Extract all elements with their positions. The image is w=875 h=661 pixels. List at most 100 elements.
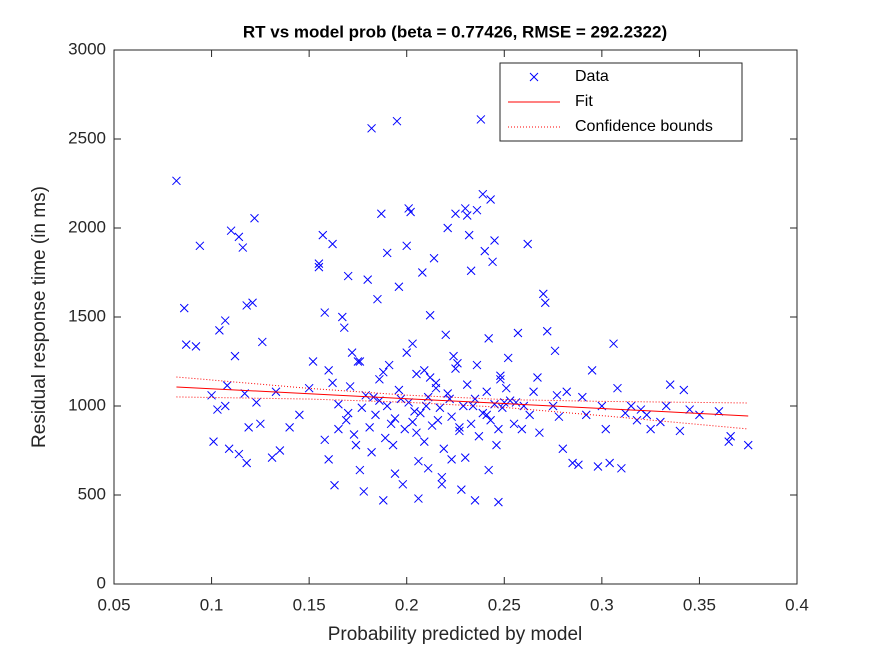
legend: Data Fit Confidence bounds	[499, 62, 743, 142]
data-point	[455, 423, 464, 432]
y-axis-label: Residual response time (in ms)	[29, 186, 50, 448]
data-point	[679, 385, 689, 395]
data-point	[517, 424, 527, 434]
data-point	[443, 223, 453, 233]
data-point	[320, 435, 330, 445]
data-point	[380, 433, 390, 443]
x-tick-label: 0.15	[293, 595, 326, 614]
data-point	[209, 437, 218, 446]
data-point	[665, 380, 675, 389]
data-point	[743, 440, 753, 450]
data-point	[242, 301, 252, 310]
data-point	[478, 189, 488, 199]
data-point	[482, 387, 492, 397]
data-point	[394, 385, 404, 395]
data-point	[339, 323, 349, 333]
data-point	[492, 440, 501, 450]
data-point	[538, 289, 548, 299]
data-point	[414, 494, 423, 503]
data-point	[343, 271, 353, 281]
data-point	[314, 259, 324, 268]
data-point	[496, 371, 505, 381]
data-point	[400, 424, 410, 434]
data-point	[519, 401, 529, 411]
data-point	[252, 398, 261, 407]
confidence-bound	[176, 396, 749, 430]
data-point	[472, 360, 482, 370]
x-tick-label: 0.35	[683, 595, 716, 614]
data-point	[384, 360, 394, 370]
data-point	[285, 423, 294, 432]
data-point	[449, 351, 458, 361]
data-point	[685, 405, 695, 414]
data-point	[457, 485, 466, 495]
data-point	[365, 423, 374, 432]
data-point	[642, 410, 652, 420]
data-point	[425, 310, 435, 320]
legend-marker	[529, 72, 539, 82]
data-point	[429, 253, 439, 263]
data-point	[406, 207, 415, 217]
data-point	[320, 308, 330, 317]
x-tick-label: 0.1	[200, 595, 224, 614]
data-point	[215, 325, 224, 335]
data-point	[574, 460, 583, 470]
data-point	[605, 458, 615, 468]
legend-label: Data	[575, 68, 609, 85]
data-point	[460, 453, 470, 462]
data-point	[371, 410, 380, 420]
data-point	[726, 431, 736, 441]
data-point	[466, 266, 476, 276]
data-point	[347, 348, 357, 357]
data-point	[656, 417, 665, 427]
data-point	[238, 243, 248, 252]
data-point	[234, 449, 244, 459]
data-point	[394, 282, 404, 292]
data-point	[419, 437, 429, 446]
data-point	[437, 472, 447, 482]
x-tick-label: 0.05	[97, 595, 130, 614]
data-point	[484, 465, 494, 475]
data-point	[181, 340, 191, 349]
data-point	[497, 403, 507, 413]
legend-label: Confidence bounds	[575, 118, 713, 135]
marks	[172, 115, 753, 507]
data-point	[542, 326, 552, 336]
data-point	[499, 398, 509, 407]
data-point	[476, 115, 486, 124]
data-point	[529, 387, 538, 397]
data-point	[257, 337, 267, 347]
data-point	[328, 378, 337, 388]
data-point	[308, 357, 318, 366]
data-point	[404, 398, 414, 407]
data-point	[453, 358, 462, 368]
data-point	[464, 230, 474, 240]
x-tick-label: 0.2	[395, 595, 419, 614]
y-tick-label: 1500	[68, 306, 106, 325]
data-point	[613, 383, 622, 393]
data-point	[417, 268, 427, 277]
data-point	[244, 423, 254, 432]
data-point	[558, 444, 568, 454]
data-point	[402, 348, 412, 357]
data-point	[462, 211, 472, 220]
x-axis-label: Probability predicted by model	[328, 624, 583, 645]
data-point	[172, 176, 181, 186]
data-point	[419, 366, 429, 375]
data-point	[349, 430, 359, 439]
data-point	[695, 410, 704, 420]
data-point	[314, 262, 324, 272]
y-tick-label: 1000	[68, 395, 106, 414]
data-point	[234, 232, 244, 242]
data-point	[675, 426, 685, 436]
data-point	[378, 367, 388, 377]
data-point	[355, 357, 365, 366]
data-point	[355, 465, 365, 475]
data-point	[724, 437, 734, 446]
data-point	[412, 369, 421, 379]
data-point	[328, 239, 337, 249]
data-point	[474, 431, 484, 441]
data-point	[460, 204, 470, 213]
data-point	[480, 246, 490, 256]
data-point	[626, 401, 636, 411]
